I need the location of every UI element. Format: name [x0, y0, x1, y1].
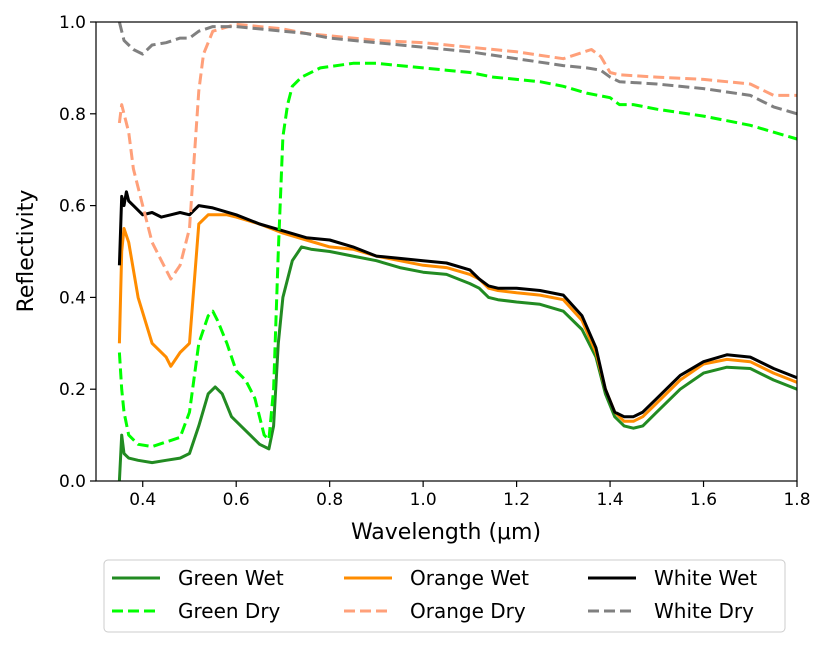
plot-frame [95, 21, 798, 482]
series-layer [117, 22, 797, 481]
series-line-green-wet [117, 245, 797, 481]
x-tick-label: 1.8 [783, 490, 810, 510]
y-axis-label: Reflectivity [14, 190, 39, 313]
y-tick-label: 0.2 [59, 380, 86, 400]
x-tick-label: 1.0 [410, 490, 437, 510]
legend-label: Green Dry [178, 599, 281, 623]
x-axis: 0.4 0.6 0.8 1.0 1.2 1.4 1.6 1.8 [129, 481, 811, 510]
legend-label: White Dry [654, 599, 754, 623]
series-line-orange-wet [117, 213, 797, 423]
legend-item-white-wet: White Wet [588, 566, 757, 590]
y-axis: 0.0 0.2 0.4 0.6 0.8 1.0 [59, 13, 96, 492]
x-tick-label: 1.2 [503, 490, 530, 510]
x-axis-label: Wavelength (μm) [351, 520, 541, 545]
y-tick-label: 0.8 [59, 105, 86, 125]
legend-item-orange-dry: Orange Dry [344, 599, 526, 623]
y-tick-label: 0.0 [59, 472, 86, 492]
x-tick-label: 0.6 [223, 490, 250, 510]
y-tick-label: 1.0 [59, 13, 86, 33]
legend-label: Orange Dry [410, 599, 526, 623]
series-line-green-dry [117, 61, 797, 449]
y-tick-label: 0.6 [59, 197, 86, 217]
legend: Green Wet Orange Wet White Wet Green Dry Ora… [103, 559, 786, 633]
legend-item-white-dry: White Dry [588, 599, 754, 623]
series-line-white-wet [117, 190, 797, 419]
series-line-orange-dry [117, 22, 797, 281]
series-line-white-dry [117, 22, 797, 116]
y-tick-label: 0.4 [59, 288, 86, 308]
x-tick-label: 0.8 [316, 490, 343, 510]
legend-label: White Wet [654, 566, 757, 590]
x-tick-label: 1.6 [690, 490, 717, 510]
legend-item-green-wet: Green Wet [112, 566, 284, 590]
legend-item-green-dry: Green Dry [112, 599, 281, 623]
legend-item-orange-wet: Orange Wet [344, 566, 529, 590]
x-tick-label: 1.4 [597, 490, 624, 510]
x-tick-label: 0.4 [129, 490, 156, 510]
legend-label: Orange Wet [410, 566, 529, 590]
legend-label: Green Wet [178, 566, 284, 590]
